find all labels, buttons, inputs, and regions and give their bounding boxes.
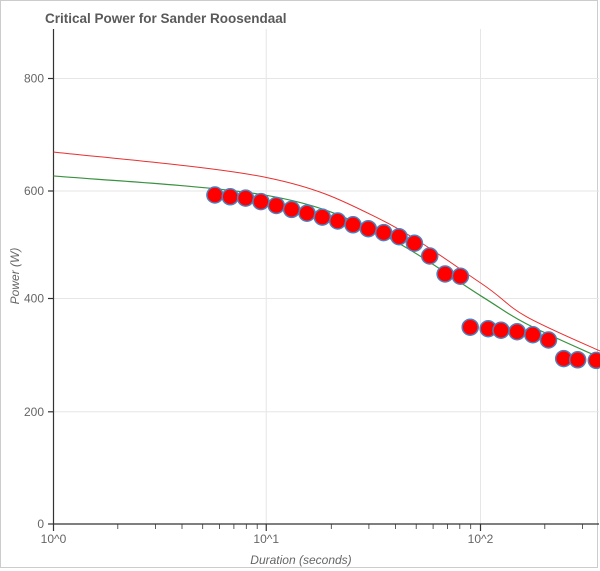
svg-text:0: 0 [37,517,44,531]
svg-text:600: 600 [24,184,44,198]
svg-text:400: 400 [24,292,44,306]
svg-text:800: 800 [24,72,44,86]
svg-text:10^0: 10^0 [41,532,67,546]
svg-text:Power (W): Power (W) [8,248,22,305]
svg-text:Duration (seconds): Duration (seconds) [250,553,351,567]
svg-text:200: 200 [24,405,44,419]
svg-text:10^2: 10^2 [468,532,494,546]
svg-text:10^1: 10^1 [253,532,279,546]
